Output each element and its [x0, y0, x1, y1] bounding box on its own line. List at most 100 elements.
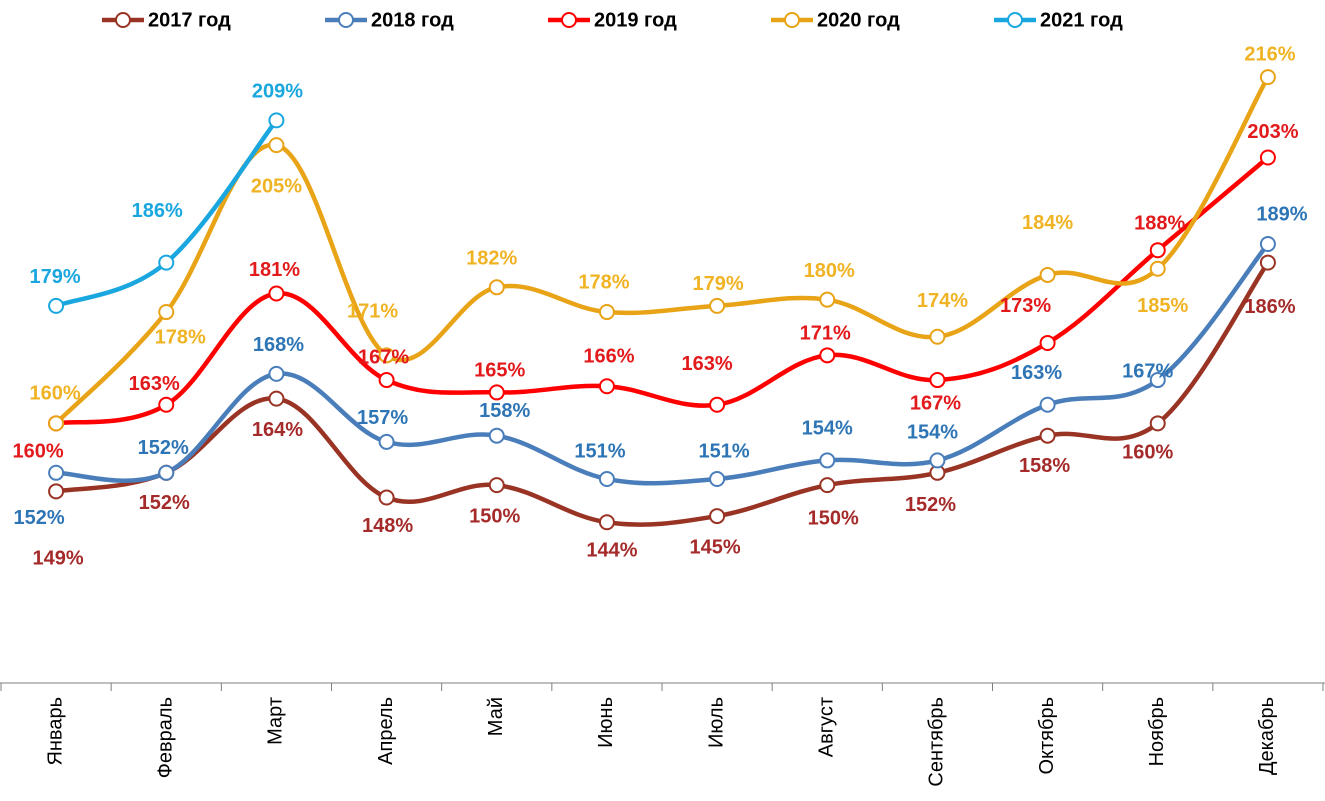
x-tick-label-11: Ноябрь	[1146, 697, 1168, 766]
data-label: 160%	[30, 383, 81, 405]
data-point	[598, 378, 615, 395]
data-label: 205%	[251, 175, 302, 197]
series-line	[53, 241, 1271, 486]
series-line	[53, 74, 1271, 426]
data-point	[819, 291, 836, 308]
data-label: 178%	[155, 326, 206, 348]
legend-item-2020-год: 2020 год	[771, 9, 900, 31]
data-label: 216%	[1244, 43, 1295, 65]
data-point	[1259, 236, 1276, 253]
legend-label: 2019 год	[594, 9, 677, 31]
data-point	[1149, 415, 1166, 432]
data-label: 158%	[479, 400, 530, 422]
series-2017-год	[53, 260, 1271, 527]
data-label: 152%	[138, 437, 189, 459]
data-label: 171%	[800, 323, 851, 345]
data-point	[268, 390, 285, 407]
data-point	[48, 297, 65, 314]
data-point	[1149, 260, 1166, 277]
data-label: 203%	[1247, 121, 1298, 143]
series-markers	[48, 254, 1276, 531]
data-label: 150%	[808, 507, 859, 529]
x-tick-label-7: Июль	[705, 697, 727, 748]
series-line	[53, 260, 1271, 527]
data-label: 160%	[1122, 442, 1173, 464]
series-markers	[48, 236, 1276, 487]
data-point	[268, 112, 285, 129]
data-label: 168%	[253, 334, 304, 356]
data-point	[1259, 254, 1276, 271]
data-point	[819, 347, 836, 364]
x-axis: Январь Февраль Март Апрель Май Июнь Июль Август…	[0, 682, 1325, 787]
legend: 2017 год 2018 год 2019 год 2020 год 2021 год	[102, 9, 1123, 31]
data-point	[48, 415, 65, 432]
data-label: 181%	[249, 259, 300, 281]
x-tick-label-3: Март	[265, 697, 287, 745]
data-label: 149%	[33, 548, 84, 570]
data-label: 186%	[1244, 296, 1295, 318]
data-labels: 149% 152% 164% 148% 150% 144% 145% 150% 152% 158%…	[13, 43, 1308, 569]
data-label: 157%	[357, 407, 408, 429]
legend-marker	[115, 12, 131, 28]
data-label: 185%	[1137, 295, 1188, 317]
data-point	[488, 279, 505, 296]
x-tick-label-2: Февраль	[155, 697, 177, 778]
data-label: 184%	[1022, 212, 1073, 234]
legend-marker	[784, 12, 800, 28]
data-point	[1039, 427, 1056, 444]
x-tick-label-9: Сентябрь	[926, 697, 948, 787]
data-point	[1039, 334, 1056, 351]
legend-marker	[338, 12, 354, 28]
data-point	[158, 396, 175, 413]
data-label: 160%	[13, 441, 64, 463]
data-point	[48, 483, 65, 500]
data-point	[819, 477, 836, 494]
x-tick-label-5: Май	[485, 697, 507, 736]
x-tick-label-10: Октябрь	[1036, 697, 1058, 775]
data-label: 163%	[129, 373, 180, 395]
data-point	[929, 372, 946, 389]
data-point	[158, 464, 175, 481]
data-point	[709, 297, 726, 314]
data-label: 152%	[139, 492, 190, 514]
data-point	[709, 508, 726, 525]
x-tick-label-6: Июнь	[595, 697, 617, 748]
data-point	[1149, 372, 1166, 389]
legend-item-2019-год: 2019 год	[548, 9, 677, 31]
data-label: 186%	[132, 200, 183, 222]
data-label: 182%	[466, 248, 517, 270]
data-point	[268, 285, 285, 302]
data-point	[1259, 149, 1276, 166]
legend-label: 2020 год	[817, 9, 900, 31]
data-label: 144%	[586, 540, 637, 562]
series-line	[53, 155, 1271, 426]
data-point	[1149, 242, 1166, 259]
data-label: 152%	[14, 507, 65, 529]
data-label: 152%	[905, 494, 956, 516]
data-point	[598, 514, 615, 531]
data-point	[488, 427, 505, 444]
data-point	[268, 365, 285, 382]
data-point	[158, 254, 175, 271]
legend-item-2017-год: 2017 год	[102, 9, 231, 31]
data-point	[819, 452, 836, 469]
data-point	[929, 452, 946, 469]
data-label: 179%	[693, 273, 744, 295]
data-label: 167%	[358, 346, 409, 368]
x-tick-label-1: Январь	[44, 697, 66, 766]
data-label: 180%	[804, 260, 855, 282]
data-label: 163%	[682, 353, 733, 375]
series-2020-год	[53, 74, 1271, 426]
data-label: 167%	[1122, 360, 1173, 382]
legend-marker	[1007, 12, 1023, 28]
legend-label: 2021 год	[1040, 9, 1123, 31]
data-label: 148%	[362, 515, 413, 537]
data-label: 145%	[690, 536, 741, 558]
legend-item-2018-год: 2018 год	[325, 9, 454, 31]
data-label: 209%	[252, 81, 303, 103]
data-label: 167%	[910, 392, 961, 414]
legend-label: 2018 год	[371, 9, 454, 31]
data-label: 151%	[699, 440, 750, 462]
data-label: 151%	[574, 440, 625, 462]
data-point	[709, 470, 726, 487]
